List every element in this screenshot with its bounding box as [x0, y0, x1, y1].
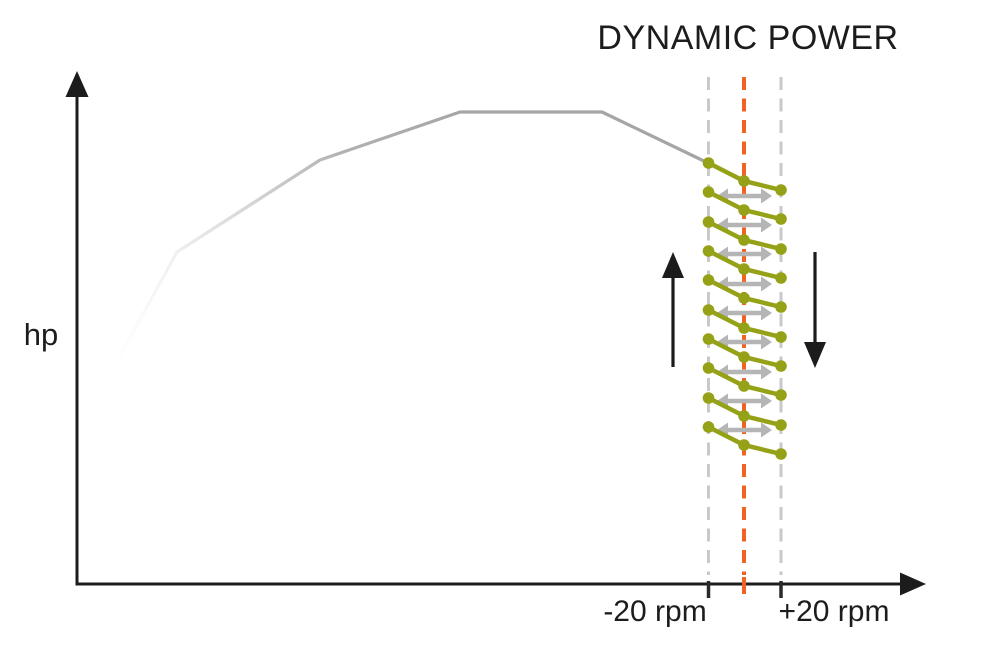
- up-arrow: [662, 252, 684, 367]
- right-arrowhead-icon: [761, 334, 772, 350]
- segment-point: [702, 362, 715, 374]
- x-tick-label-plus20: +20 rpm: [778, 595, 890, 628]
- right-arrowhead-icon: [761, 305, 772, 321]
- segment-point: [702, 216, 715, 228]
- dynamic-segment: [702, 186, 787, 225]
- segment-point: [702, 304, 715, 316]
- segment-point: [775, 301, 787, 313]
- segment-point: [738, 380, 750, 392]
- down-arrow: [804, 252, 826, 368]
- segment-point: [775, 213, 787, 225]
- dynamic-segment: [702, 333, 787, 372]
- segment-point: [775, 184, 787, 196]
- segment-point: [738, 410, 750, 422]
- right-arrowhead-icon: [761, 393, 772, 409]
- x-tick-label-minus20: -20 rpm: [603, 595, 707, 628]
- segment-point: [738, 175, 750, 187]
- dynamic-segment: [702, 304, 787, 343]
- segment-point: [702, 421, 715, 433]
- dynamic-segment: [702, 421, 787, 460]
- segment-point: [702, 392, 715, 404]
- segment-point: [775, 419, 787, 431]
- segment-point: [775, 448, 787, 460]
- segment-point: [738, 439, 750, 451]
- dynamic-segment: [702, 392, 787, 431]
- x-axis-arrowhead-icon: [900, 572, 926, 596]
- segment-point: [775, 360, 787, 372]
- dynamic-segment: [702, 157, 787, 196]
- segment-point: [738, 234, 750, 246]
- segment-point: [738, 263, 750, 275]
- chart-title: DYNAMIC POWER: [597, 19, 899, 57]
- y-axis-label: hp: [23, 317, 59, 352]
- dynamic-segment: [702, 216, 787, 255]
- dynamic-segment: [702, 362, 787, 401]
- segment-point: [702, 245, 715, 257]
- segment-point: [775, 272, 787, 284]
- up-arrowhead-icon: [662, 252, 684, 278]
- segment-point: [775, 331, 787, 343]
- right-arrowhead-icon: [761, 364, 772, 380]
- right-arrowhead-icon: [761, 422, 772, 438]
- segment-point: [702, 186, 715, 198]
- dynamic-segment: [702, 274, 787, 313]
- right-arrowhead-icon: [761, 188, 772, 204]
- segment-point: [702, 274, 715, 286]
- segment-point: [738, 204, 750, 216]
- right-arrowhead-icon: [761, 217, 772, 233]
- down-arrowhead-icon: [804, 342, 826, 368]
- right-arrowhead-icon: [761, 246, 772, 262]
- power-curve: [90, 110, 709, 408]
- segment-point: [775, 389, 787, 401]
- y-axis-arrowhead-icon: [65, 71, 89, 97]
- right-arrowhead-icon: [761, 276, 772, 292]
- segment-point: [738, 292, 750, 304]
- segment-point: [738, 322, 750, 334]
- segment-point: [702, 157, 715, 169]
- segment-point: [775, 243, 787, 255]
- segment-point: [738, 351, 750, 363]
- segment-point: [702, 333, 715, 345]
- dynamic-segment: [702, 245, 787, 284]
